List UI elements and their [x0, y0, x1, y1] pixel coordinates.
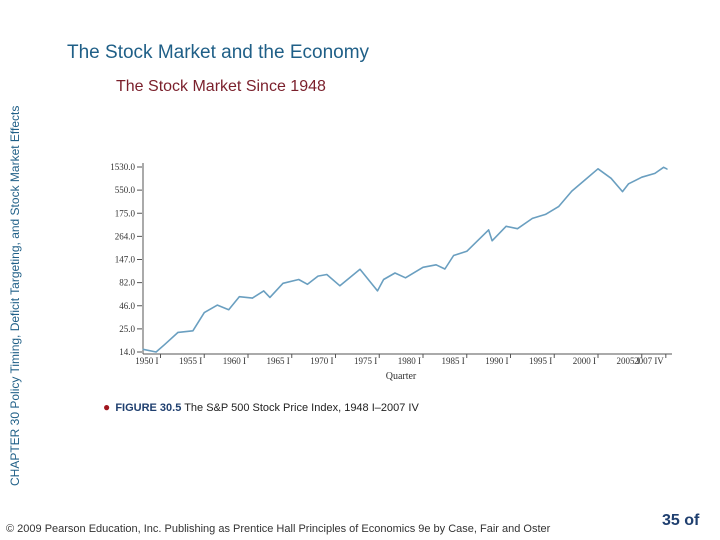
series-line: [142, 166, 668, 353]
y-tick-label: 46.0: [119, 301, 135, 311]
data-point: [516, 228, 519, 230]
series-group: [142, 166, 668, 353]
y-tick-label: 175.0: [115, 208, 136, 218]
data-point: [269, 296, 271, 298]
data-point: [571, 190, 573, 192]
x-tick-label: 1965 I: [267, 356, 290, 366]
data-point: [383, 278, 385, 281]
data-point: [621, 191, 624, 193]
x-tick-label: 1950 I: [135, 356, 158, 366]
data-point: [216, 304, 218, 306]
x-tick-label: 2007 IV: [634, 356, 664, 366]
data-point: [376, 290, 379, 292]
data-point: [155, 351, 157, 353]
data-point: [610, 177, 612, 179]
data-point: [558, 206, 560, 208]
data-point: [404, 277, 407, 279]
data-point: [203, 312, 205, 314]
slide-title: The Stock Market and the Economy: [67, 42, 370, 63]
y-tick-label: 1530.0: [110, 162, 135, 172]
copyright-footer: © 2009 Pearson Education, Inc. Publishin…: [6, 523, 551, 535]
y-tick-label: 550.0: [115, 185, 136, 195]
data-point: [306, 283, 309, 285]
x-tick-label: 1955 I: [179, 356, 202, 366]
x-tick-label: 1970 I: [310, 356, 333, 366]
y-tick-label: 264.0: [115, 231, 136, 241]
page-number: 35 of: [662, 512, 700, 529]
data-point: [298, 278, 300, 281]
x-tick-label: 1980 I: [398, 356, 421, 366]
y-tick-label: 82.0: [119, 278, 135, 288]
x-axis: 1950 I 1955 I 1960 I 1965 I 1970 I 1975 I 1980…: [135, 353, 672, 366]
y-tick-label: 25.0: [119, 324, 135, 334]
data-point: [339, 285, 341, 287]
data-point: [263, 290, 265, 292]
data-point: [544, 213, 547, 215]
figure-caption: ● FIGURE 30.5 The S&P 500 Stock Price In…: [103, 400, 419, 414]
data-point: [394, 272, 396, 274]
data-point: [177, 331, 179, 333]
x-tick-label: 1975 I: [354, 356, 377, 366]
data-point: [228, 309, 230, 311]
y-axis: 14.0 25.0 46.0 82.0 147.0 264.0 175.0 550.0 1530…: [110, 162, 144, 357]
y-tick-label: 147.0: [115, 255, 136, 265]
x-tick-label: 1960 I: [223, 356, 246, 366]
data-point: [505, 225, 507, 227]
data-point: [326, 273, 328, 276]
data-point: [628, 183, 630, 185]
data-point: [359, 268, 361, 270]
figure-caption-text: The S&P 500 Stock Price Index, 1948 I–20…: [184, 402, 419, 414]
data-point: [317, 275, 319, 277]
data-point: [444, 268, 446, 270]
x-tick-label: 2000 I: [573, 356, 596, 366]
data-point: [192, 330, 194, 332]
x-tick-label: 1995 I: [529, 356, 552, 366]
data-point: [422, 266, 424, 268]
slide-subtitle: The Stock Market Since 1948: [116, 78, 326, 95]
x-tick-label: 2005 I: [617, 356, 640, 366]
data-point: [435, 264, 437, 266]
x-tick-label: 1990 I: [485, 356, 508, 366]
data-point: [641, 176, 643, 178]
data-point: [282, 282, 284, 284]
data-point: [654, 172, 656, 174]
data-point: [491, 240, 493, 242]
figure-icon: ●: [103, 400, 111, 414]
stock-index-chart: 14.0 25.0 46.0 82.0 147.0 264.0 175.0 550.0 1530…: [110, 162, 672, 382]
data-point: [164, 343, 166, 345]
data-point: [142, 348, 144, 350]
data-point: [531, 217, 534, 219]
data-point: [466, 250, 468, 252]
data-point: [663, 166, 665, 168]
data-point: [251, 297, 253, 299]
data-point: [453, 254, 455, 257]
figure-number: FIGURE 30.5: [115, 402, 182, 414]
x-tick-label: 1985 I: [442, 356, 465, 366]
data-point: [666, 168, 668, 170]
data-point: [238, 296, 240, 298]
x-axis-label: Quarter: [386, 371, 417, 382]
data-point: [584, 179, 586, 181]
data-point: [597, 168, 599, 170]
y-tick-label: 14.0: [119, 347, 135, 357]
data-point: [488, 229, 490, 231]
